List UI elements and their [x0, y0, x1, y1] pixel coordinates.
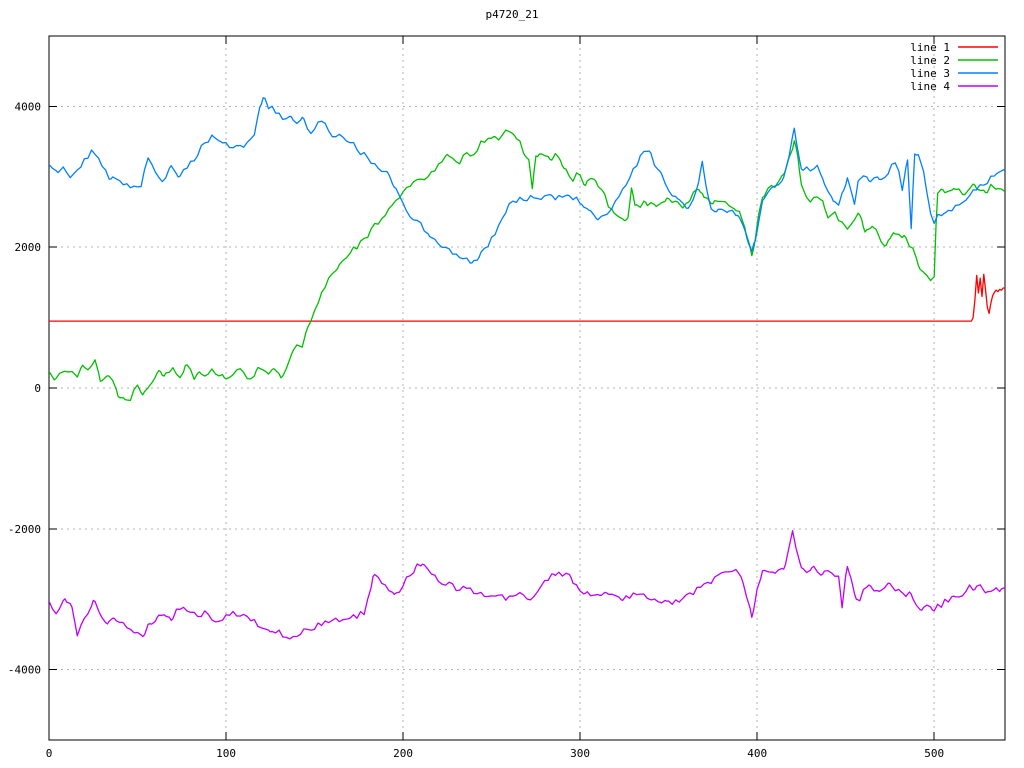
x-tick-label: 100 — [216, 747, 236, 760]
x-tick-label: 300 — [570, 747, 590, 760]
y-tick-label: -4000 — [8, 664, 41, 677]
y-tick-label: -2000 — [8, 523, 41, 536]
legend-label-line-4: line 4 — [910, 80, 950, 93]
legend-label-line-1: line 1 — [910, 41, 950, 54]
series-path-line-1 — [49, 273, 1005, 322]
series-path-line-2 — [49, 129, 1005, 402]
legend-label-line-3: line 3 — [910, 67, 950, 80]
series-path-line-4 — [49, 530, 1005, 640]
plot-border — [48, 35, 1006, 741]
x-tick-label: 200 — [393, 747, 413, 760]
series-path-line-3 — [49, 97, 1005, 264]
x-tick-label: 400 — [747, 747, 767, 760]
chart-title: p4720_21 — [485, 8, 539, 21]
y-tick-label: 2000 — [15, 241, 42, 254]
legend-label-line-2: line 2 — [910, 54, 950, 67]
x-tick-label: 500 — [924, 747, 944, 760]
y-tick-label: 4000 — [15, 100, 42, 113]
y-tick-label: 0 — [34, 382, 41, 395]
x-tick-label: 0 — [46, 747, 53, 760]
